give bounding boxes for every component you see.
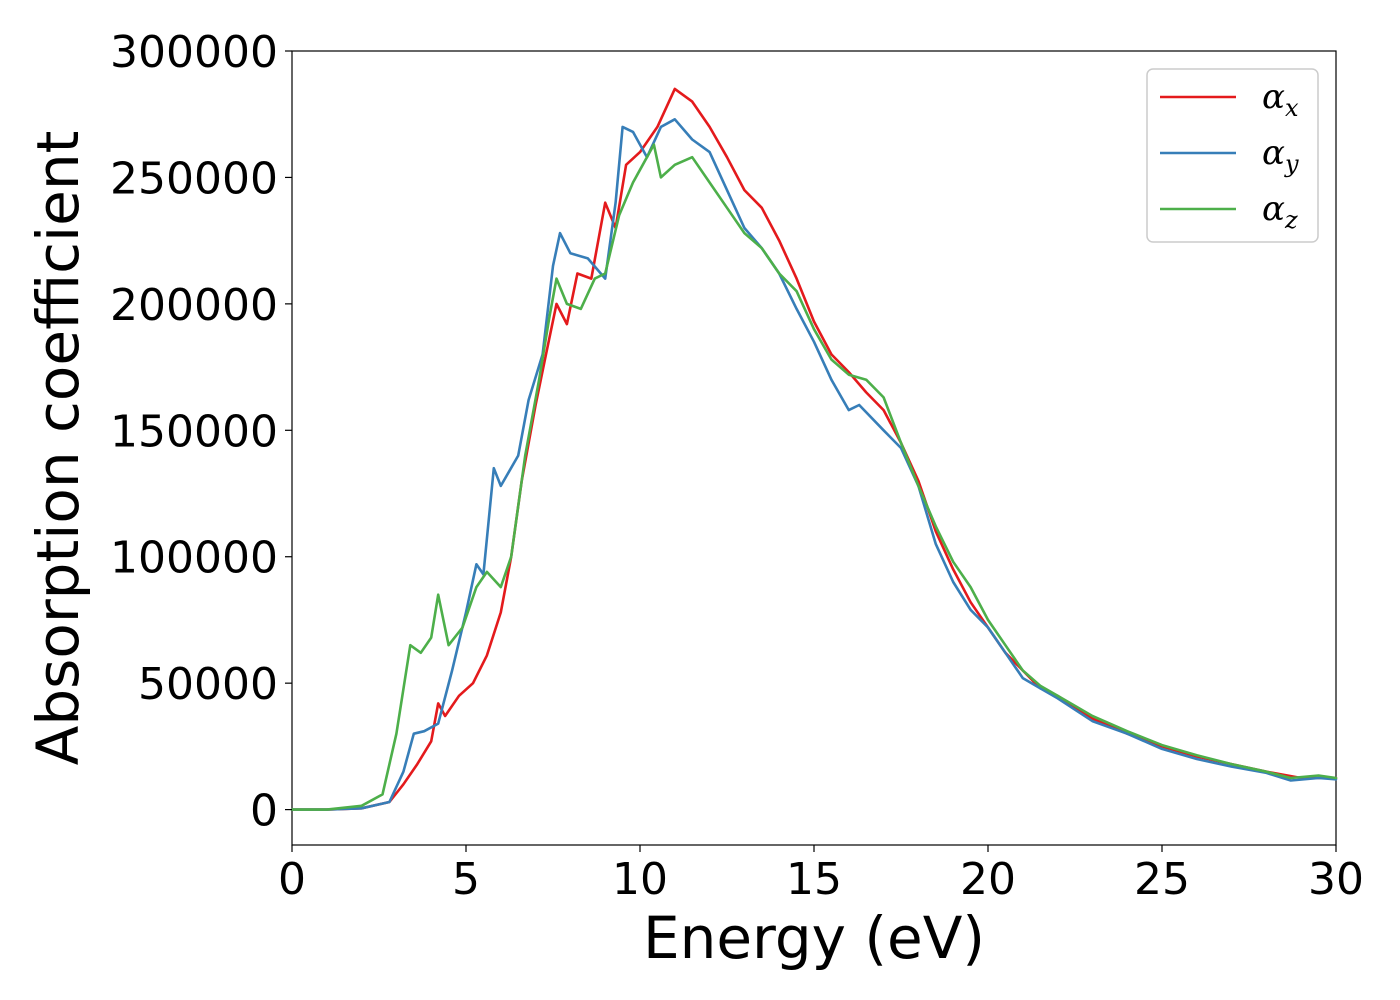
x-axis-label: Energy (eV) — [643, 904, 985, 972]
y-tick-label: 200000 — [110, 280, 278, 331]
x-tick-label: 25 — [1134, 854, 1190, 905]
x-tick-label: 20 — [960, 854, 1016, 905]
y-tick-label: 300000 — [110, 27, 278, 78]
y-tick-label: 150000 — [110, 406, 278, 457]
x-tick-label: 0 — [278, 854, 306, 905]
x-tick-label: 5 — [452, 854, 480, 905]
x-tick-label: 10 — [612, 854, 668, 905]
y-tick-label: 0 — [250, 786, 278, 837]
x-tick-label: 15 — [786, 854, 842, 905]
y-tick-label: 100000 — [110, 533, 278, 584]
x-axis-ticks: 0 5 10 15 20 25 30 — [278, 845, 1364, 905]
legend-box — [1146, 68, 1319, 243]
y-tick-label: 250000 — [110, 153, 278, 204]
series-line-z — [290, 143, 1338, 811]
y-axis-label: Absorption coefficient — [24, 131, 92, 766]
series-line-y — [290, 118, 1338, 811]
x-tick-label: 30 — [1308, 854, 1364, 905]
y-tick-label: 50000 — [138, 659, 278, 710]
y-axis-ticks: 0 50000 100000 150000 200000 250000 300000 — [110, 27, 292, 837]
series-layer — [290, 87, 1338, 811]
